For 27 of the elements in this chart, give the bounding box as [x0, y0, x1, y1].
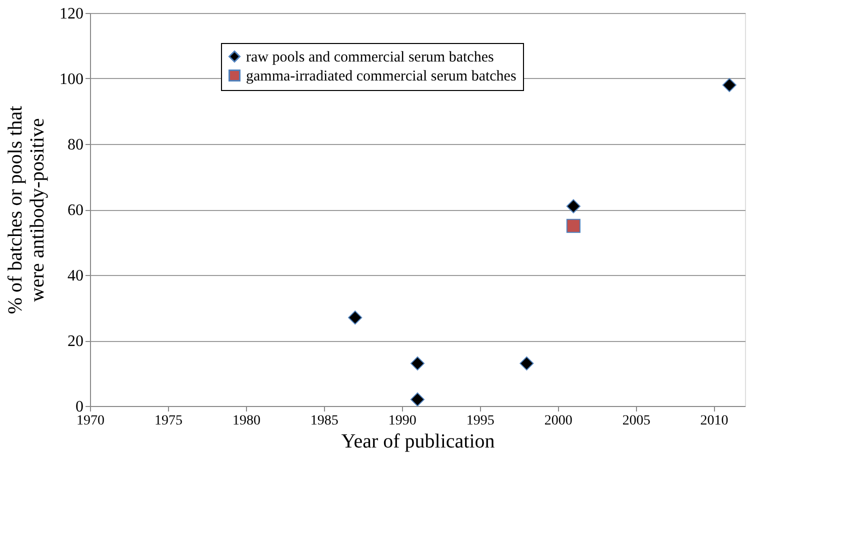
x-tick-label: 1985	[310, 414, 338, 428]
point	[410, 392, 425, 406]
y-tick-label: 100	[60, 71, 84, 88]
x-tick-label: 1995	[466, 414, 494, 428]
point	[566, 218, 580, 233]
point	[520, 356, 534, 370]
point	[566, 199, 580, 214]
x-tick-label: 2010	[700, 414, 728, 428]
legend-label: gamma-irradiated commercial serum batches	[246, 68, 516, 84]
point	[348, 310, 362, 325]
y-tick-label: 20	[68, 333, 84, 350]
y-tick-label: 0	[76, 398, 84, 416]
x-tick-label: 2000	[544, 414, 572, 428]
x-tick-label: 1970	[76, 414, 104, 428]
point	[722, 78, 736, 92]
x-tick-label: 2005	[622, 414, 650, 428]
y-axis-title: % of batches or pools that were antibody-positive	[4, 105, 48, 314]
y-tick-label: 80	[68, 136, 84, 154]
x-tick-label: 1975	[154, 414, 182, 428]
x-tick-label: 1990	[388, 414, 416, 428]
point	[410, 356, 425, 370]
y-tick-label: 120	[60, 6, 84, 22]
y-tick-label: 40	[68, 268, 84, 284]
x-axis-title: Year of publication	[341, 430, 495, 452]
y-tick-label: 60	[68, 202, 84, 219]
legend-label: raw pools and commercial serum batches	[246, 50, 494, 66]
x-tick-label: 1980	[232, 414, 260, 428]
